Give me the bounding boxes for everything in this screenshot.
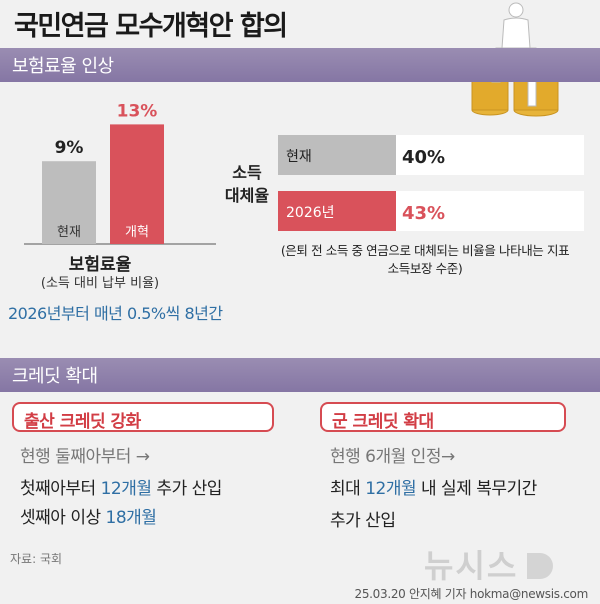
section-header-insurance: 보험료율 인상 — [0, 48, 600, 82]
bar-category-label-1: 2026년 — [286, 205, 335, 221]
bar-value-label-1: 13% — [117, 101, 158, 121]
insurance-rate-chart: 9% 현재 13% 개혁 — [24, 101, 216, 245]
bar-category-label-1: 개혁 — [125, 225, 149, 240]
military-credit-current: 현행 6개월 인정→ — [330, 447, 455, 467]
military-credit-max: 최대 12개월 내 실제 복무기간 — [330, 479, 537, 499]
military-credit-box: 군 크레딧 확대 — [320, 402, 566, 432]
byline: 25.03.20 안지혜 기자 hokma@newsis.com — [354, 587, 588, 601]
bar-value-label-0: 40% — [402, 147, 445, 168]
bar-1 — [278, 191, 396, 231]
insurance-note: 2026년부터 매년 0.5%씩 8년간 — [8, 304, 223, 323]
replacement-rate-chart: 현재 40% 2026년 43% — [278, 135, 584, 231]
newsis-logo: 뉴시스 — [424, 541, 584, 585]
birth-credit-box: 출산 크레딧 강화 — [12, 402, 274, 432]
bar-value-label-1: 43% — [402, 203, 445, 224]
military-credit-add: 추가 산입 — [330, 511, 396, 531]
replacement-note: (은퇴 전 소득 중 연금으로 대체되는 비율을 나타내는 지표 소득보장 수준… — [280, 243, 570, 276]
page-title: 국민연금 모수개혁안 합의 — [14, 11, 288, 42]
replacement-label: 소득 대체율 — [224, 163, 270, 205]
bar-0 — [278, 135, 396, 175]
source-note: 자료: 국회 — [10, 552, 63, 566]
bar-value-label-0: 9% — [55, 138, 84, 158]
insurance-subcaption: (소득 대비 납부 비율) — [40, 276, 160, 291]
section-header-credit: 크레딧 확대 — [0, 358, 600, 392]
bar-category-label-0: 현재 — [286, 149, 312, 165]
birth-credit-current: 현행 둘째아부터 → — [20, 447, 150, 467]
bar-0 — [42, 161, 96, 244]
bar-category-label-0: 현재 — [57, 225, 81, 240]
insurance-caption: 보험료율 — [68, 255, 132, 275]
birth-credit-third-child: 셋째아 이상 18개월 — [20, 508, 157, 528]
birth-credit-first-child: 첫째아부터 12개월 추가 산입 — [20, 479, 222, 499]
bar-1 — [110, 124, 164, 244]
